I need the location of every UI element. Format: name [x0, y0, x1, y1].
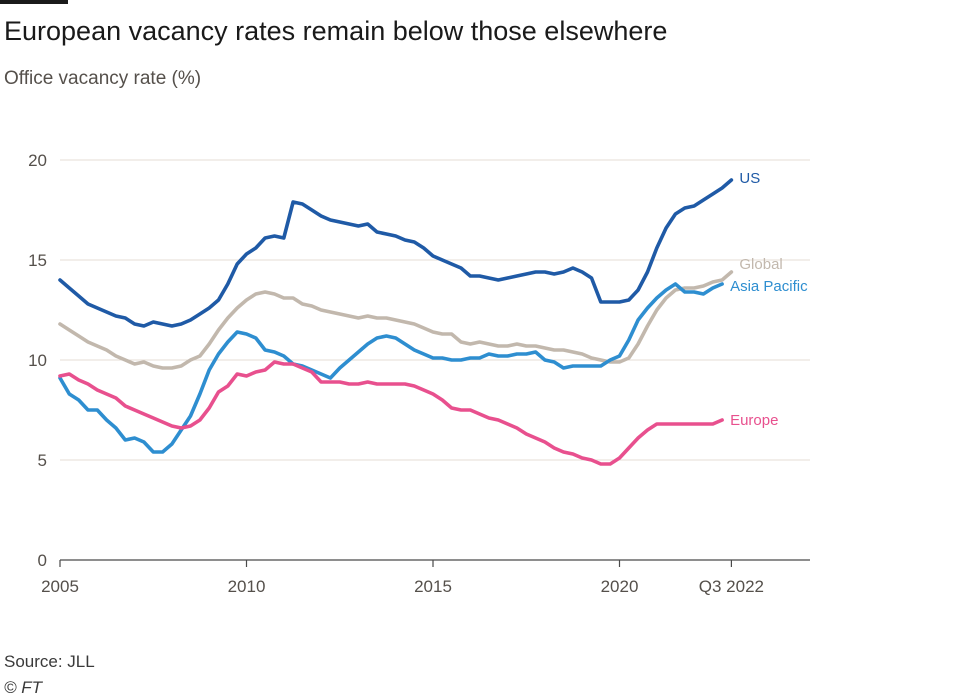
series-label-global: Global	[739, 256, 782, 273]
x-axis-ticks: 2005 2010 2015 2020 Q3 2022	[41, 560, 764, 596]
series-labels: US Global Asia Pacific Europe	[730, 170, 808, 429]
series-label-europe: Europe	[730, 412, 778, 429]
x-tick-label: Q3 2022	[699, 577, 764, 596]
credit-note: © FT	[4, 678, 43, 697]
series-label-asia-pacific: Asia Pacific	[730, 278, 808, 295]
series-line-europe	[58, 360, 724, 466]
y-tick-label: 10	[28, 351, 47, 370]
series-line-asia-pacific	[58, 282, 724, 454]
x-tick-label: 2010	[228, 577, 266, 596]
series-line-us	[58, 178, 734, 328]
series-line-global	[58, 270, 734, 370]
x-tick-label: 2020	[601, 577, 639, 596]
gridlines	[60, 159, 810, 561]
y-tick-label: 0	[38, 551, 47, 570]
y-tick-label: 15	[28, 251, 47, 270]
series-label-us: US	[739, 170, 760, 187]
brand-bar	[0, 0, 68, 4]
y-axis-ticks: 0 5 10 15 20	[28, 151, 47, 570]
chart-subtitle: Office vacancy rate (%)	[4, 68, 202, 89]
source-note: Source: JLL	[4, 652, 95, 671]
line-chart: 0 5 10 15 20 2005 2010 2015 2020 Q3 2022 US Globa…	[28, 151, 810, 596]
x-tick-label: 2015	[414, 577, 452, 596]
chart-title: European vacancy rates remain below thos…	[4, 16, 668, 46]
y-tick-label: 20	[28, 151, 47, 170]
x-tick-label: 2005	[41, 577, 79, 596]
y-tick-label: 5	[38, 451, 47, 470]
series-lines	[58, 178, 734, 466]
